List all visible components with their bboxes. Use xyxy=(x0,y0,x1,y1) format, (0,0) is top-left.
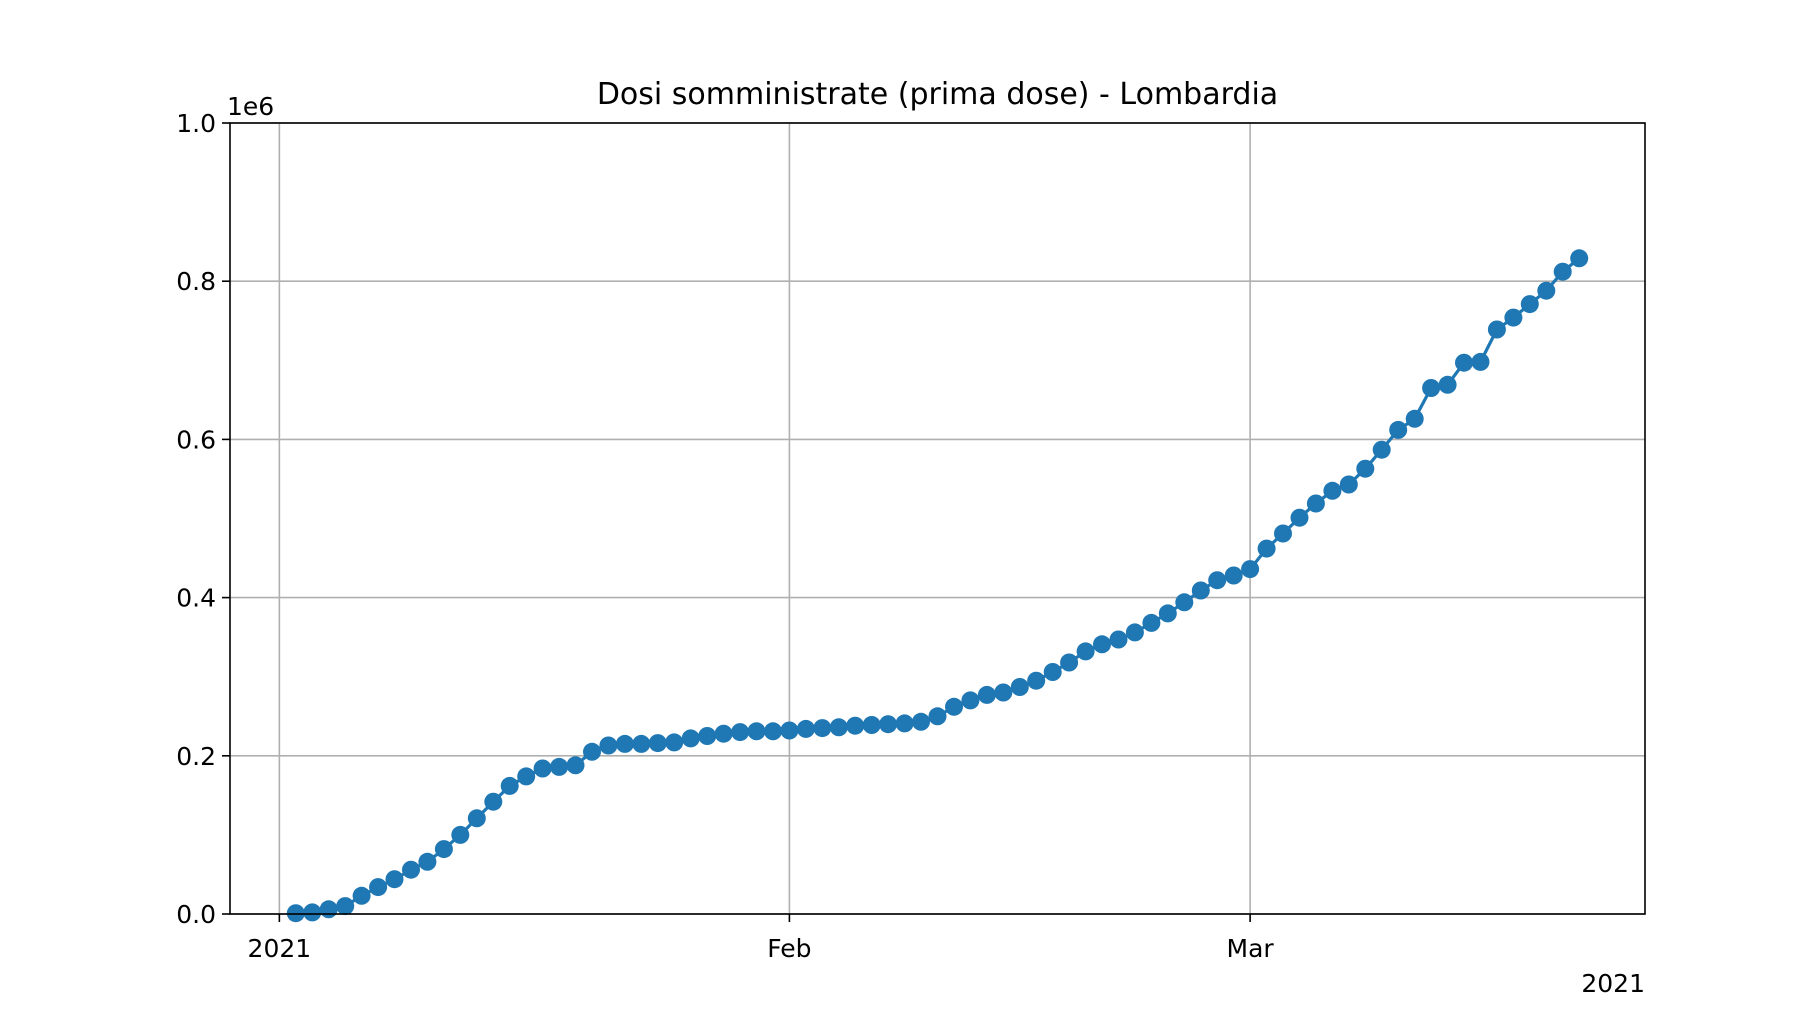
data-point xyxy=(879,715,898,734)
data-point xyxy=(500,776,519,795)
data-point xyxy=(698,727,717,745)
data-point xyxy=(1553,262,1572,281)
data-point xyxy=(1125,623,1144,642)
data-point xyxy=(764,722,782,741)
data-point xyxy=(1290,508,1309,527)
data-point xyxy=(1076,642,1095,661)
data-point xyxy=(533,759,552,778)
x-axis-offset-label: 2021 xyxy=(1581,969,1645,998)
tick-layer: 0.0 0.2 0.4 0.6 0.8 1.0 2021 Feb Mar xyxy=(176,109,1274,963)
data-point xyxy=(796,719,815,738)
data-point xyxy=(517,767,536,786)
data-point xyxy=(1438,375,1457,394)
data-point xyxy=(1487,320,1506,339)
data-point xyxy=(1504,308,1523,327)
data-point xyxy=(599,736,618,755)
data-point xyxy=(1306,494,1325,513)
y-tick-label: 0.6 xyxy=(176,425,216,454)
data-point xyxy=(1455,353,1473,372)
chart-title: Dosi somministrate (prima dose) - Lombar… xyxy=(597,77,1278,112)
x-tick-label: Feb xyxy=(767,934,811,963)
data-point xyxy=(1060,653,1079,672)
data-point xyxy=(648,734,667,753)
data-point xyxy=(912,712,930,731)
data-point xyxy=(1257,539,1276,558)
data-point xyxy=(895,714,914,733)
data-point xyxy=(1537,281,1556,300)
y-tick-label: 1.0 xyxy=(176,109,216,138)
data-point xyxy=(1520,295,1539,314)
data-point xyxy=(632,734,651,753)
data-point xyxy=(1422,379,1441,397)
y-tick-label: 0.0 xyxy=(176,900,216,929)
data-point xyxy=(1339,475,1358,494)
data-point xyxy=(681,729,700,748)
data-point xyxy=(402,860,420,879)
data-point xyxy=(1027,671,1046,690)
data-point xyxy=(1175,593,1194,612)
data-point xyxy=(566,756,585,775)
data-point xyxy=(1405,409,1424,428)
data-point xyxy=(385,870,404,889)
data-point xyxy=(1093,635,1111,654)
data-point xyxy=(994,683,1013,702)
data-point xyxy=(1109,630,1128,649)
data-point xyxy=(484,792,503,811)
y-tick-label: 0.2 xyxy=(176,742,216,771)
data-point xyxy=(747,722,766,741)
data-point xyxy=(418,852,437,871)
y-tick-label: 0.8 xyxy=(176,267,216,296)
data-point xyxy=(1471,352,1490,371)
data-point xyxy=(829,718,848,737)
data-point xyxy=(1043,663,1062,681)
data-point xyxy=(1274,524,1292,543)
data-point xyxy=(1191,581,1210,600)
data-point xyxy=(813,719,832,738)
data-point xyxy=(1208,571,1227,590)
data-point xyxy=(451,825,470,844)
x-tick-label: 2021 xyxy=(248,934,312,963)
data-point xyxy=(1570,249,1589,268)
data-point xyxy=(665,733,684,752)
data-point xyxy=(303,903,322,922)
series-layer xyxy=(286,249,1589,923)
data-point xyxy=(1323,481,1342,500)
data-point xyxy=(615,734,634,753)
data-point xyxy=(780,721,799,740)
data-point xyxy=(434,840,453,859)
data-point xyxy=(1158,604,1177,623)
data-point xyxy=(961,691,980,710)
data-point xyxy=(1224,566,1243,585)
data-point xyxy=(352,886,371,905)
data-point xyxy=(1356,459,1375,478)
y-tick-label: 0.4 xyxy=(176,584,216,613)
data-point xyxy=(369,878,388,897)
data-point xyxy=(1241,560,1260,579)
x-tick-label: Mar xyxy=(1227,934,1275,963)
data-point xyxy=(945,697,963,716)
data-point xyxy=(1142,613,1161,632)
data-point xyxy=(1372,440,1391,459)
data-point xyxy=(862,716,881,734)
data-point xyxy=(846,716,865,735)
data-point xyxy=(714,724,733,743)
data-point xyxy=(731,723,750,742)
data-point xyxy=(550,757,569,776)
data-point xyxy=(583,742,601,761)
data-point xyxy=(1010,678,1029,696)
data-point xyxy=(336,897,355,916)
plot-frame xyxy=(229,122,1646,915)
data-point xyxy=(467,809,486,828)
data-point xyxy=(319,900,338,919)
data-point xyxy=(928,707,947,726)
data-point xyxy=(977,685,996,704)
y-axis-offset-label: 1e6 xyxy=(227,92,274,121)
data-point xyxy=(1389,420,1408,439)
